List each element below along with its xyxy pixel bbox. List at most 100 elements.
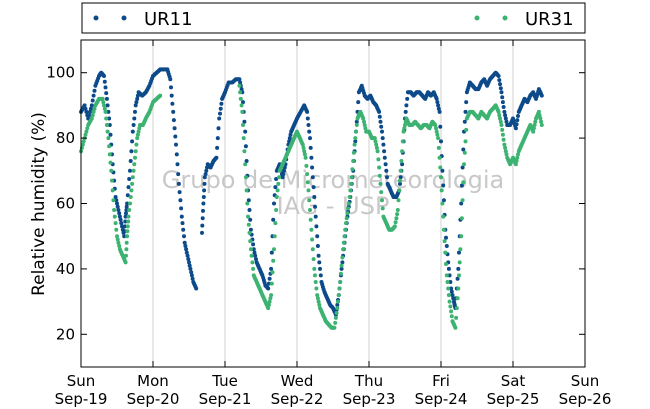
point-ur31-123-1 <box>514 159 519 163</box>
point-ur11-77-2 <box>312 195 317 199</box>
point-ur11-69-2 <box>287 136 292 141</box>
point-ur31-15-1 <box>125 229 130 234</box>
point-ur31-27-3 <box>239 103 244 108</box>
point-ur11-55-2 <box>247 208 252 212</box>
point-ur11-75-1 <box>305 116 310 121</box>
point-ur11-148-0 <box>513 126 518 131</box>
point-ur31-38-1 <box>269 281 274 286</box>
point-ur11-129-3 <box>461 147 466 152</box>
point-ur31-66-2 <box>351 159 356 163</box>
point-ur31-50-3 <box>305 180 310 185</box>
point-ur31-29-0 <box>243 162 248 167</box>
point-ur31-131-1 <box>537 113 542 118</box>
point-ur11-12-2 <box>117 214 122 219</box>
point-ur11-124-2 <box>447 273 452 278</box>
point-ur11-7-1 <box>102 79 107 84</box>
point-ur11-56-0 <box>248 227 253 232</box>
point-ur11-100-3 <box>379 124 384 129</box>
point-ur11-76-2 <box>309 155 314 160</box>
point-ur11-53-1 <box>241 100 245 105</box>
point-ur11-76-1 <box>308 145 313 150</box>
point-ur11-100-2 <box>378 119 383 124</box>
point-ur11-101-1 <box>380 136 385 141</box>
point-ur31-39-3 <box>274 208 279 212</box>
point-ur31-67-1 <box>353 136 358 141</box>
point-ur11-40-1 <box>201 195 206 199</box>
y-tick-label-80: 80 <box>56 129 75 147</box>
point-ur11-14-0 <box>122 234 127 239</box>
x-tick-label-date-1: Sep-20 <box>127 390 180 408</box>
point-ur31-83-3 <box>400 139 405 144</box>
point-ur31-9-1 <box>110 178 114 183</box>
point-ur31-96-0 <box>436 136 441 141</box>
point-ur11-54-1 <box>243 144 248 149</box>
point-ur11-34-1 <box>183 244 188 248</box>
x-tick-label-day-3: Wed <box>281 372 314 390</box>
point-ur31-14-3 <box>124 240 129 245</box>
point-ur11-30-2 <box>172 126 177 131</box>
point-ur11-122-1 <box>441 183 446 188</box>
point-ur11-32-2 <box>178 198 183 203</box>
point-ur31-10-3 <box>114 227 119 232</box>
point-ur31-84-2 <box>403 123 407 127</box>
point-ur11-29-3 <box>170 101 175 106</box>
point-ur31-30-0 <box>246 214 250 219</box>
point-ur31-8-3 <box>108 160 113 165</box>
point-ur31-50-1 <box>304 163 309 168</box>
legend-label-ur11: UR11 <box>144 9 193 30</box>
point-ur31-29-1 <box>243 175 248 180</box>
point-ur31-40-2 <box>276 181 281 186</box>
point-ur11-17-2 <box>129 149 134 154</box>
point-ur31-54-0 <box>315 293 320 298</box>
point-ur31-76-1 <box>379 190 384 195</box>
point-ur11-32-3 <box>179 206 184 211</box>
point-ur31-70-3 <box>363 126 368 131</box>
point-ur31-95-3 <box>435 132 440 137</box>
point-ur11-12-0 <box>116 208 121 212</box>
point-ur11-7-2 <box>103 85 108 90</box>
point-ur31-83-1 <box>399 159 404 163</box>
point-ur11-63-3 <box>271 217 276 222</box>
point-ur31-40-3 <box>277 175 281 180</box>
point-ur31-99-2 <box>446 286 451 291</box>
point-ur31-104-3 <box>461 180 466 185</box>
point-ur31-51-1 <box>307 198 312 203</box>
point-ur11-36-3 <box>190 276 195 281</box>
point-ur31-100-2 <box>449 309 454 314</box>
point-ur11-7-3 <box>104 91 109 96</box>
point-ur11-3-0 <box>89 103 94 108</box>
point-ur31-8-1 <box>107 144 112 149</box>
point-ur31-81-1 <box>393 220 398 225</box>
point-ur11-108-0 <box>400 162 405 167</box>
point-ur11-16-3 <box>127 177 132 181</box>
y-tick-label-60: 60 <box>56 195 75 213</box>
point-ur31-75-3 <box>377 173 382 178</box>
point-ur31-31-1 <box>249 253 254 258</box>
point-ur31-66-3 <box>351 150 356 155</box>
x-tick-label-date-0: Sep-19 <box>55 390 108 408</box>
point-ur11-31-2 <box>175 162 180 167</box>
point-ur11-120-2 <box>436 103 441 108</box>
point-ur31-6-2 <box>102 103 106 108</box>
point-ur11-124-3 <box>448 280 453 284</box>
point-ur31-96-1 <box>436 145 441 150</box>
point-ur11-101-0 <box>380 129 384 134</box>
point-ur11-129-1 <box>459 183 464 188</box>
point-ur11-85-2 <box>335 302 340 307</box>
point-ur31-64-1 <box>344 216 349 221</box>
point-ur11-121-0 <box>437 109 442 114</box>
legend-marker-ur31-a <box>474 15 480 21</box>
point-ur11-31-0 <box>174 142 178 147</box>
point-ur11-11-1 <box>114 198 119 203</box>
point-ur31-65-1 <box>347 195 352 199</box>
x-tick-label-date-4: Sep-23 <box>343 390 396 408</box>
point-ur31-95-0 <box>433 123 438 127</box>
point-ur31-62-3 <box>340 255 345 260</box>
point-ur11-63-0 <box>269 266 274 271</box>
point-ur31-63-3 <box>343 227 348 232</box>
point-ur31-53-1 <box>313 273 317 278</box>
point-ur11-62-2 <box>267 276 272 281</box>
point-ur31-49-2 <box>302 149 307 154</box>
point-ur11-30-3 <box>173 134 178 139</box>
point-ur11-41-0 <box>202 175 207 180</box>
